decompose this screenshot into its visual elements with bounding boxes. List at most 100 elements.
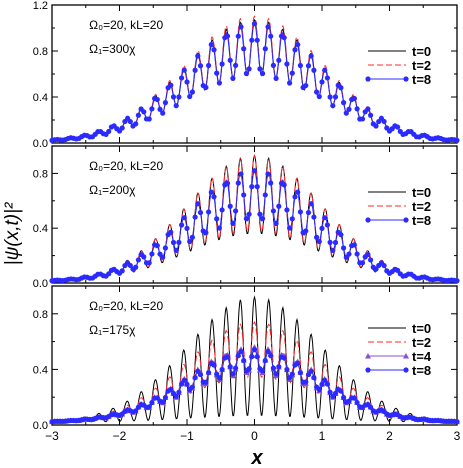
data-point <box>287 225 293 231</box>
panel-bottom: 0.0 0.4 0.8 −3 −2 −1 0 1 2 3 Ω₀=20, kL=20 Ω₁=175χ t=… <box>33 285 461 443</box>
data-point <box>341 100 347 106</box>
data-point <box>224 354 231 360</box>
data-point <box>214 70 220 76</box>
series-line-t-4 <box>51 346 458 423</box>
data-point <box>354 106 360 112</box>
data-point <box>311 67 317 73</box>
data-point <box>330 103 336 109</box>
y-tick-label: 0.4 <box>33 364 48 376</box>
data-point <box>219 366 225 373</box>
data-point <box>368 257 374 263</box>
data-point <box>160 110 166 116</box>
data-point <box>395 124 401 130</box>
data-point <box>168 229 174 235</box>
data-point <box>230 220 236 227</box>
data-point <box>305 63 312 69</box>
data-point <box>341 245 347 251</box>
data-point <box>332 239 339 246</box>
data-point <box>276 364 282 370</box>
data-point <box>273 371 279 377</box>
data-point <box>119 268 125 274</box>
data-point <box>146 404 152 410</box>
data-point <box>454 278 460 284</box>
data-point <box>157 106 163 112</box>
data-point <box>265 348 271 355</box>
data-point <box>284 366 290 373</box>
data-point <box>241 357 247 364</box>
data-point <box>214 216 220 222</box>
data-point <box>211 194 217 200</box>
data-point <box>327 389 333 395</box>
x-tick-label: 1 <box>319 429 326 443</box>
series-line-t-0 <box>51 18 458 141</box>
legend-marker <box>403 367 409 373</box>
data-point <box>262 46 268 52</box>
data-point <box>354 399 360 406</box>
data-point <box>243 216 249 222</box>
x-tick-label: −3 <box>45 429 59 443</box>
data-point <box>262 357 268 364</box>
data-point <box>354 251 360 257</box>
data-point <box>162 394 168 401</box>
data-point <box>195 53 201 59</box>
data-point <box>146 260 152 266</box>
x-tick-label: −1 <box>180 429 194 443</box>
x-tick-label: 2 <box>386 429 393 443</box>
data-point <box>146 116 152 122</box>
data-point <box>332 94 339 100</box>
data-point <box>324 75 330 81</box>
data-point <box>381 118 387 125</box>
data-point <box>270 365 276 371</box>
data-point <box>170 239 177 246</box>
y-tick-label: 0.8 <box>33 309 48 321</box>
data-point <box>314 89 320 95</box>
data-point <box>292 47 298 53</box>
data-point <box>160 254 166 260</box>
data-point <box>238 24 244 30</box>
data-point <box>208 42 214 48</box>
data-point <box>160 399 166 405</box>
y-tick-label: 0.0 <box>33 278 48 290</box>
data-point <box>338 232 344 238</box>
data-point <box>351 395 357 401</box>
data-point <box>189 89 195 95</box>
data-point <box>243 70 249 77</box>
legend-label: t=2 <box>412 335 431 350</box>
legend-marker <box>403 217 409 223</box>
data-point <box>303 379 309 385</box>
annotation-params: Ω₀=20, kL=20 <box>89 18 163 32</box>
data-point <box>154 243 160 249</box>
data-point <box>216 375 222 381</box>
data-point <box>133 264 139 270</box>
data-point <box>327 239 333 245</box>
data-point <box>314 234 320 240</box>
data-point <box>289 216 295 222</box>
data-point <box>254 354 260 360</box>
data-point <box>303 228 309 234</box>
data-point <box>214 371 220 377</box>
data-point <box>179 222 185 228</box>
data-point <box>341 394 347 401</box>
data-point <box>308 368 314 374</box>
data-point <box>289 371 295 377</box>
data-point <box>284 207 290 213</box>
legend-label: t=0 <box>412 44 431 59</box>
data-point <box>168 82 174 88</box>
data-point <box>203 379 209 385</box>
data-point <box>281 35 287 41</box>
y-tick-label: 0.0 <box>33 420 48 432</box>
data-point <box>359 116 366 122</box>
data-point <box>332 390 339 396</box>
data-point <box>454 137 460 143</box>
data-point <box>305 209 312 216</box>
data-point <box>162 100 168 106</box>
data-point <box>276 57 282 63</box>
data-point <box>330 247 336 253</box>
data-point <box>197 63 204 69</box>
legend-marker <box>403 353 409 359</box>
data-point <box>181 377 187 383</box>
data-point <box>192 375 198 381</box>
data-point <box>373 123 379 129</box>
data-point <box>260 368 266 374</box>
